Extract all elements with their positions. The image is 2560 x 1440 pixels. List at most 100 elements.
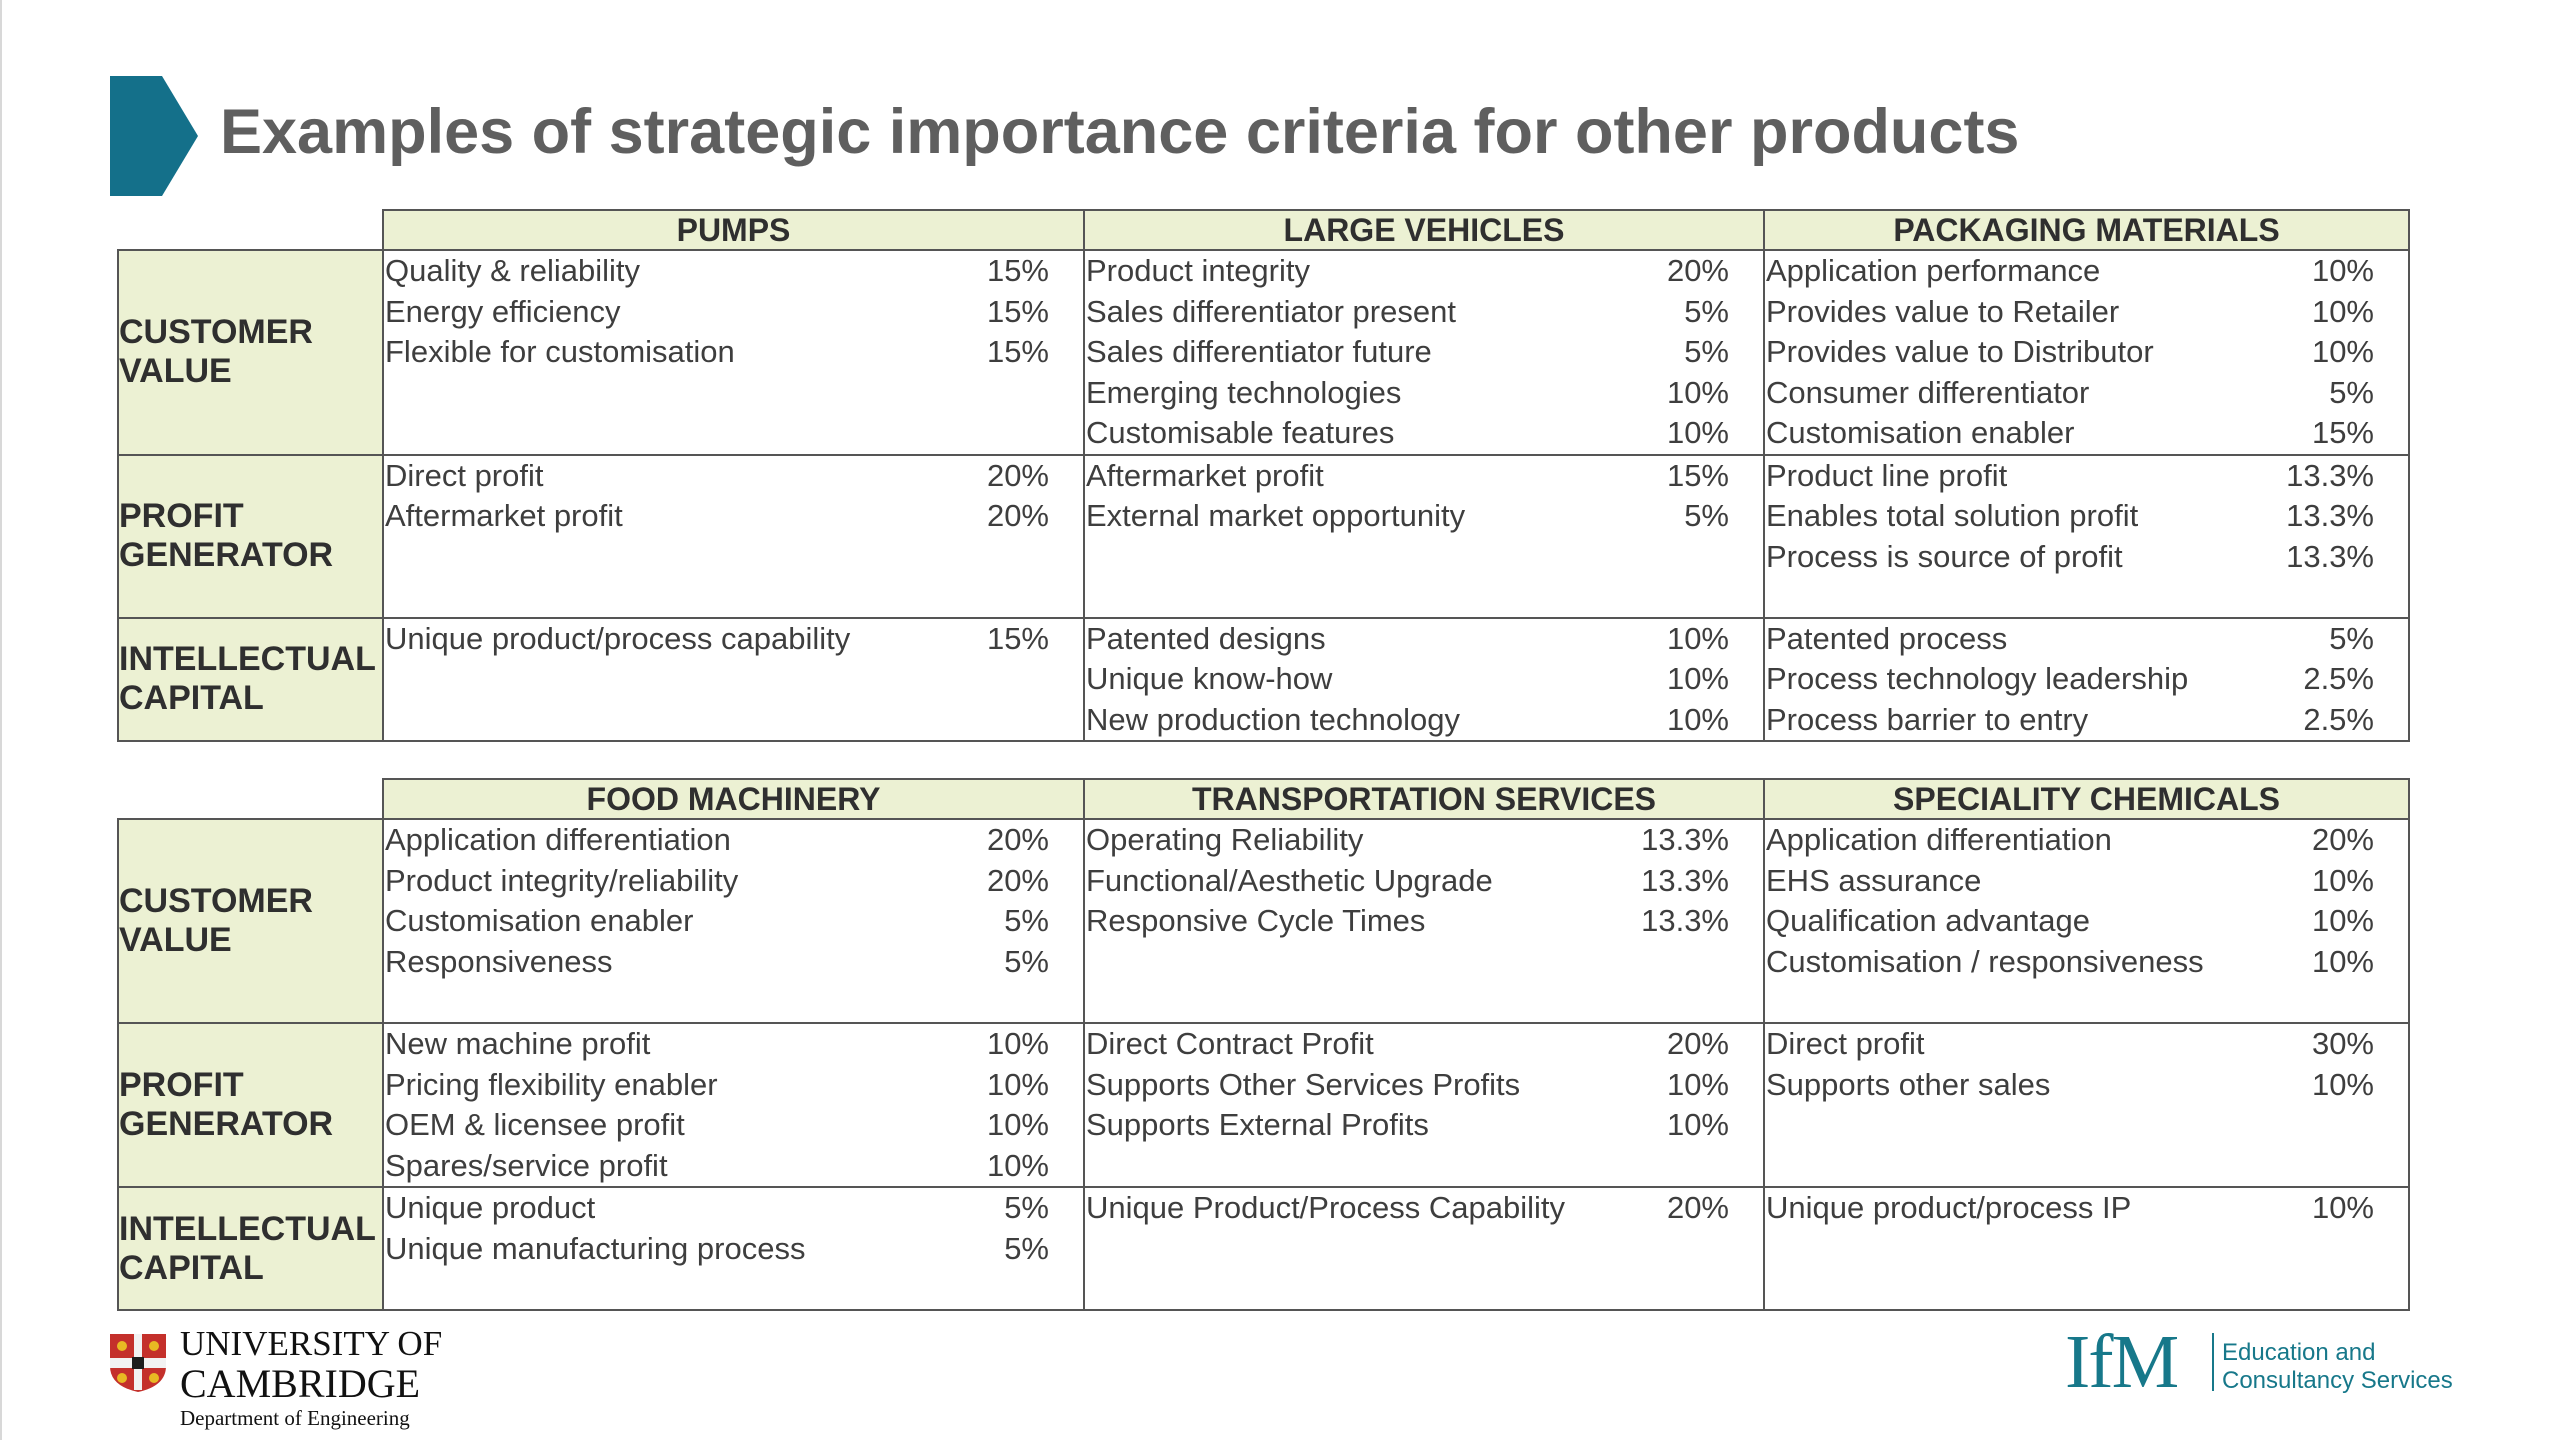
criterion-label: Provides value to Retailer bbox=[1766, 293, 2120, 329]
row-header-line: INTELLECTUAL bbox=[119, 640, 376, 679]
criterion-label: External market opportunity bbox=[1086, 498, 1466, 533]
criterion-weight: 13.3% bbox=[2286, 538, 2374, 574]
criterion-label: Direct Contract Profit bbox=[1086, 1026, 1374, 1061]
criterion-label: Quality & reliability bbox=[385, 253, 640, 288]
criterion-label: Energy efficiency bbox=[385, 293, 621, 329]
criterion-item: Sales differentiator present 5% bbox=[1085, 292, 1763, 333]
criterion-weight: 13.3% bbox=[1641, 903, 1729, 938]
criterion-item: Application performance 10% bbox=[1765, 251, 2408, 292]
row-header-line: CUSTOMER bbox=[119, 313, 313, 352]
row-header-intellectual-capital: INTELLECTUAL CAPITAL bbox=[117, 1186, 384, 1311]
ifm-logo: IfM Education and Consultancy Services bbox=[2065, 1320, 2465, 1405]
criterion-label: Application performance bbox=[1766, 253, 2101, 288]
row-header-line: CUSTOMER bbox=[119, 882, 313, 920]
criterion-item: Product integrity/reliability 20% bbox=[384, 861, 1083, 902]
column-header: FOOD MACHINERY bbox=[382, 778, 1085, 820]
criterion-label: Customisation enabler bbox=[1766, 415, 2075, 450]
criterion-weight: 13.3% bbox=[1641, 862, 1729, 898]
criterion-item: Energy efficiency 15% bbox=[384, 292, 1083, 333]
criterion-label: Responsive Cycle Times bbox=[1086, 903, 1426, 938]
row-header-line: PROFIT bbox=[119, 1066, 244, 1104]
criterion-weight: 10% bbox=[2311, 293, 2374, 329]
criterion-item: Consumer differentiator 5% bbox=[1765, 373, 2408, 414]
criterion-label: Direct profit bbox=[1766, 1026, 1925, 1061]
criterion-item: Process is source of profit 13.3% bbox=[1765, 537, 2408, 578]
criterion-weight: 10% bbox=[986, 1147, 1049, 1183]
row-header-line: CAPITAL bbox=[119, 679, 264, 718]
row-header-line: CAPITAL bbox=[119, 1248, 264, 1287]
criterion-weight: 5% bbox=[2329, 374, 2374, 410]
university-of-cambridge-logo: UNIVERSITY OF CAMBRIDGE Department of En… bbox=[108, 1324, 458, 1434]
criteria-cell: Direct Contract Profit 20% Supports Other … bbox=[1083, 1022, 1765, 1188]
criterion-item: Product line profit 13.3% bbox=[1765, 456, 2408, 497]
ifm-tagline-line-1: Education and bbox=[2222, 1339, 2376, 1366]
criterion-label: Application differentiation bbox=[1766, 822, 2112, 857]
criterion-label: Provides value to Distributor bbox=[1766, 334, 2154, 369]
criterion-item: Unique product/process capability 15% bbox=[384, 619, 1083, 660]
criterion-label: Product integrity bbox=[1086, 253, 1310, 288]
criterion-item: Product integrity 20% bbox=[1085, 251, 1763, 292]
criterion-label: Patented designs bbox=[1086, 620, 1326, 656]
criterion-weight: 20% bbox=[986, 822, 1049, 857]
criteria-cell: Patented process 5% Process technology lea… bbox=[1763, 616, 2410, 742]
criterion-item: Supports Other Services Profits 10% bbox=[1085, 1065, 1763, 1106]
criterion-label: Functional/Aesthetic Upgrade bbox=[1086, 862, 1493, 898]
criterion-weight: 2.5% bbox=[2303, 661, 2374, 696]
ifm-divider bbox=[2212, 1333, 2214, 1391]
criterion-weight: 20% bbox=[2311, 822, 2374, 857]
criterion-weight: 10% bbox=[1666, 374, 1729, 410]
criterion-label: Unique know-how bbox=[1086, 661, 1333, 696]
row-header-customer-value: CUSTOMER VALUE bbox=[117, 818, 384, 1024]
criterion-label: Patented process bbox=[1766, 620, 2008, 656]
criterion-item: Provides value to Distributor 10% bbox=[1765, 332, 2408, 373]
criteria-table-bottom: FOOD MACHINERY TRANSPORTATION SERVICES S… bbox=[117, 778, 2410, 1311]
column-header: PUMPS bbox=[382, 209, 1085, 251]
department-label: Department of Engineering bbox=[180, 1406, 410, 1430]
criterion-weight: 10% bbox=[1666, 1066, 1729, 1102]
criterion-weight: 2.5% bbox=[2303, 701, 2374, 737]
criterion-weight: 10% bbox=[1666, 701, 1729, 737]
criterion-weight: 5% bbox=[1684, 334, 1729, 369]
criterion-item: Unique manufacturing process 5% bbox=[384, 1229, 1083, 1270]
criterion-item: Spares/service profit 10% bbox=[384, 1146, 1083, 1187]
criterion-label: Supports other sales bbox=[1766, 1066, 2051, 1102]
criterion-label: New machine profit bbox=[385, 1026, 651, 1061]
criterion-label: Unique manufacturing process bbox=[385, 1230, 806, 1266]
criterion-item: Flexible for customisation 15% bbox=[384, 332, 1083, 373]
criterion-label: Direct profit bbox=[385, 457, 544, 493]
criterion-label: Sales differentiator present bbox=[1086, 293, 1456, 329]
criterion-label: Spares/service profit bbox=[385, 1147, 668, 1183]
criterion-item: New production technology 10% bbox=[1085, 700, 1763, 741]
column-header: LARGE VEHICLES bbox=[1083, 209, 1765, 251]
criterion-label: Responsiveness bbox=[385, 943, 613, 979]
criterion-label: Customisation / responsiveness bbox=[1766, 943, 2204, 979]
criteria-cell: Unique product/process capability 15% bbox=[382, 616, 1085, 742]
criterion-weight: 10% bbox=[2311, 334, 2374, 369]
criterion-item: Supports External Profits 10% bbox=[1085, 1105, 1763, 1146]
row-header-line: VALUE bbox=[119, 921, 232, 959]
criterion-item: Patented designs 10% bbox=[1085, 619, 1763, 660]
criteria-cell: Patented designs 10% Unique know-how 10% New… bbox=[1083, 616, 1765, 742]
criterion-label: Product line profit bbox=[1766, 457, 2008, 493]
criterion-item: Process barrier to entry 2.5% bbox=[1765, 700, 2408, 741]
criterion-label: Qualification advantage bbox=[1766, 903, 2091, 938]
slide-edge bbox=[0, 0, 2, 1440]
criterion-weight: 13.3% bbox=[1641, 822, 1729, 857]
criterion-weight: 20% bbox=[986, 862, 1049, 898]
criterion-item: Sales differentiator future 5% bbox=[1085, 332, 1763, 373]
table-row: CUSTOMER VALUE Quality & reliability 15% E… bbox=[117, 249, 2410, 456]
criterion-item: Patented process 5% bbox=[1765, 619, 2408, 660]
criterion-label: Unique Product/Process Capability bbox=[1086, 1190, 1566, 1225]
row-header-line: INTELLECTUAL bbox=[119, 1209, 376, 1248]
criteria-cell: Unique product 5% Unique manufacturing pro… bbox=[382, 1186, 1085, 1311]
criterion-weight: 10% bbox=[2311, 1190, 2374, 1225]
criterion-weight: 13.3% bbox=[2286, 498, 2374, 533]
criterion-weight: 5% bbox=[1684, 293, 1729, 329]
criteria-cell: Unique Product/Process Capability 20% bbox=[1083, 1186, 1765, 1311]
criterion-label: Process barrier to entry bbox=[1766, 701, 2089, 737]
criterion-label: Emerging technologies bbox=[1086, 374, 1402, 410]
criteria-table-top: PUMPS LARGE VEHICLES PACKAGING MATERIALS… bbox=[117, 209, 2410, 742]
criterion-label: Supports Other Services Profits bbox=[1086, 1066, 1521, 1102]
criterion-label: EHS assurance bbox=[1766, 862, 1982, 898]
criterion-item: Process technology leadership 2.5% bbox=[1765, 659, 2408, 700]
